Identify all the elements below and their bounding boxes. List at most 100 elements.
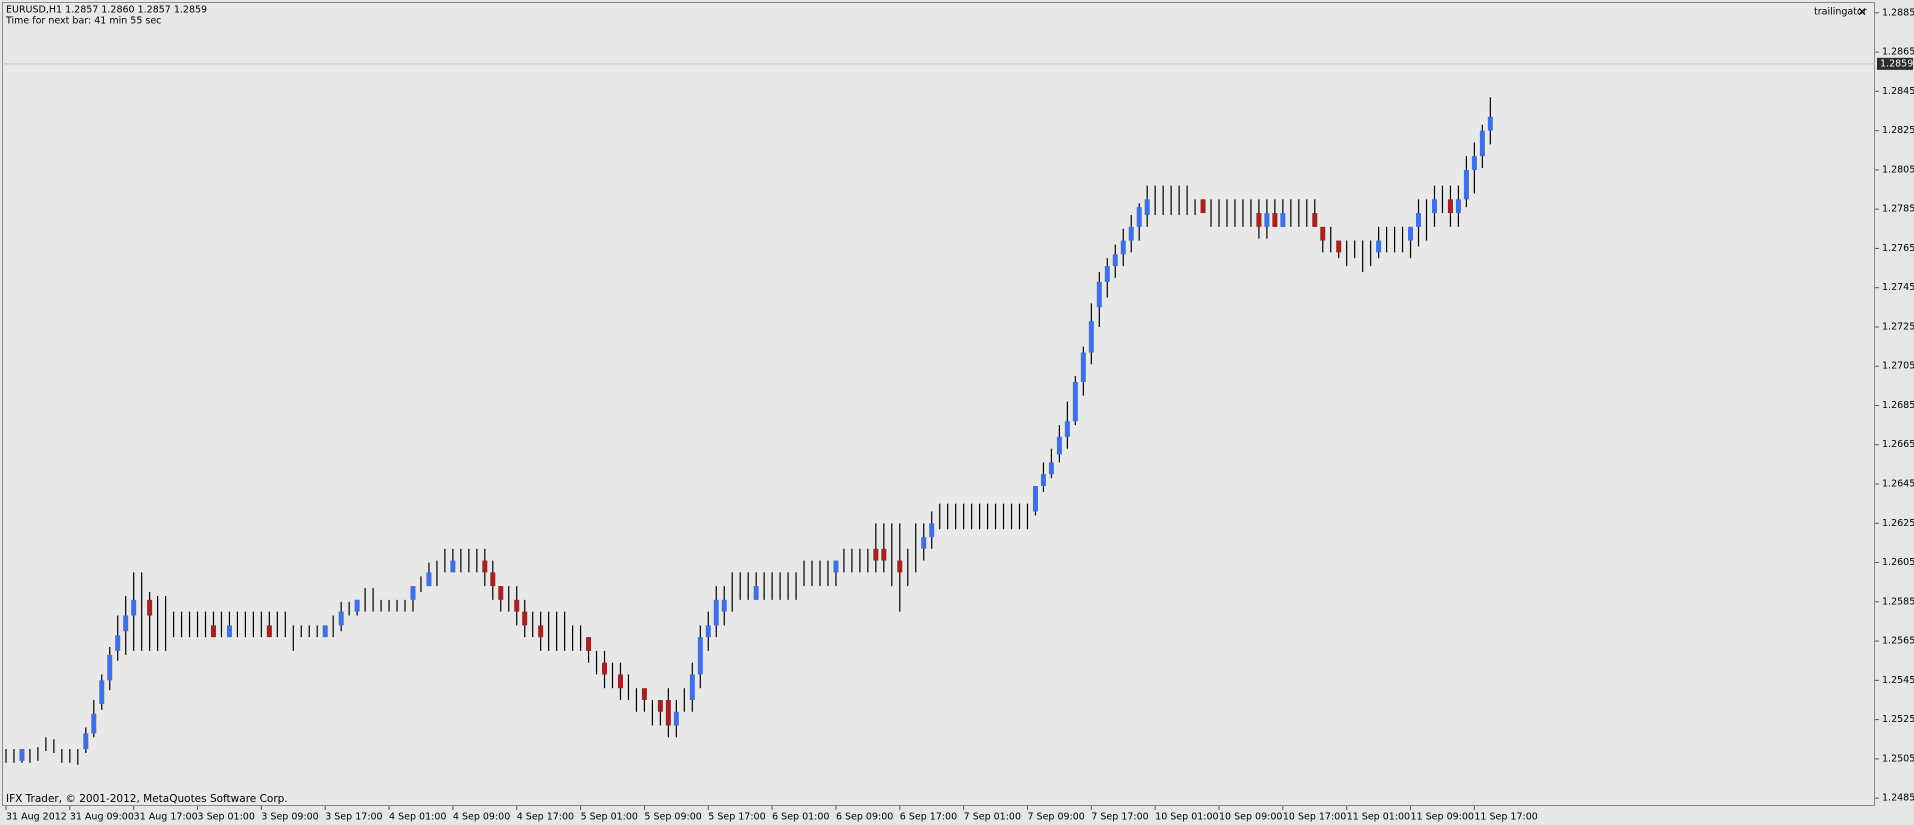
y-tick-label: 1.2625 [1882,518,1914,529]
candle-body [1463,169,1469,200]
candle-body [1376,240,1382,253]
candle-body [1080,352,1086,382]
x-tick-label: 10 Sep 01:00 [1155,812,1218,823]
bar-timer: Time for next bar: 41 min 55 sec [5,16,161,27]
y-tick-label: 1.2745 [1882,282,1914,293]
candle-body [641,688,647,700]
candle-body [586,637,592,651]
candle-body [131,599,137,616]
y-tick-label: 1.2725 [1882,321,1914,332]
y-tick-label: 1.2665 [1882,439,1914,450]
y-tick-label: 1.2705 [1882,361,1914,372]
x-tick-label: 7 Sep 17:00 [1091,812,1148,823]
y-tick-label: 1.2565 [1882,636,1914,647]
y-tick-label: 1.2485 [1882,793,1914,804]
x-tick-label: 5 Sep 17:00 [708,812,765,823]
candle-body [1431,199,1437,214]
candle-body [1064,421,1070,437]
candle-body [498,586,504,600]
candle-body [713,599,719,626]
candle-body [1104,266,1110,282]
candle-body [1096,281,1102,308]
x-tick-label: 3 Sep 17:00 [325,812,382,823]
candle-body [689,674,695,700]
candle-body [1048,462,1054,475]
candle-body [1471,156,1477,170]
candle-body [1072,381,1078,422]
y-tick-label: 1.2585 [1882,596,1914,607]
x-tick-label: 31 Aug 09:00 [70,812,134,823]
y-tick-label: 1.2845 [1882,86,1914,97]
candle-body [1455,199,1461,214]
candle-body [266,625,272,638]
x-tick-label: 4 Sep 17:00 [517,812,574,823]
indicator-name: trailingator [1814,7,1867,18]
y-tick-label: 1.2805 [1882,164,1914,175]
candle-body [354,599,360,612]
candle-body [1447,199,1453,214]
candle-body [91,713,97,734]
candle-body [1144,199,1150,216]
x-tick-label: 31 Aug 2012 [6,812,67,823]
copyright: IFX Trader, © 2001-2012, MetaQuotes Soft… [6,793,288,805]
y-tick-label: 1.2645 [1882,479,1914,490]
candle-body [721,599,727,612]
price-label: 1.2859 [1880,58,1913,69]
y-tick-label: 1.2605 [1882,557,1914,568]
candle-body [19,749,25,761]
candle-body [226,625,232,638]
y-tick-label: 1.2865 [1882,47,1914,58]
candle-body [1112,254,1118,267]
candle-body [1479,130,1485,157]
candle-body [490,572,496,587]
x-tick-label: 6 Sep 01:00 [772,812,829,823]
candle-body [1040,474,1046,486]
price-label-box [1877,57,1913,70]
candle-body [697,637,703,675]
candle-body [705,625,711,638]
x-tick-label: 10 Sep 17:00 [1283,812,1346,823]
candle-body [617,674,623,689]
y-tick-label: 1.2545 [1882,675,1914,686]
candle-body [873,548,879,561]
candle-body [921,537,927,549]
candle-body [673,711,679,726]
candle-body [1088,321,1094,353]
candle-body [538,625,544,638]
candle-body [1280,213,1286,227]
candle-body [1487,116,1493,131]
candle-body [1256,213,1262,227]
candle-body [1264,213,1270,227]
y-tick-label: 1.2825 [1882,125,1914,136]
candle-body [338,611,344,626]
candle-body [881,548,887,561]
x-tick-label: 4 Sep 01:00 [389,812,446,823]
candle-body [1336,240,1342,253]
candle-body [107,654,113,681]
candle-body [1200,199,1206,214]
candle-body [897,560,903,573]
x-tick-label: 10 Sep 09:00 [1219,812,1282,823]
symbol-quote: EURUSD,H1 1.2857 1.2860 1.2857 1.2859 [6,5,207,16]
candle-body [1408,226,1414,241]
candle-body [322,625,328,638]
x-tick-label: 6 Sep 17:00 [900,812,957,823]
x-tick-label: 11 Sep 09:00 [1411,812,1474,823]
y-tick-label: 1.2525 [1882,714,1914,725]
candle-body [929,523,935,538]
candle-body [1312,213,1318,227]
x-tick-label: 6 Sep 09:00 [836,812,893,823]
candle-body [426,572,432,587]
x-tick-label: 7 Sep 09:00 [1027,812,1084,823]
candle-body [147,599,153,616]
x-tick-label: 4 Sep 09:00 [453,812,510,823]
indicator-close[interactable]: × [1857,5,1867,19]
plot-frame [2,2,1875,806]
x-tick-label: 3 Sep 01:00 [198,812,255,823]
candle-body [514,599,520,612]
candle-body [123,615,129,632]
candle-body [522,611,528,626]
y-tick-label: 1.2765 [1882,243,1914,254]
